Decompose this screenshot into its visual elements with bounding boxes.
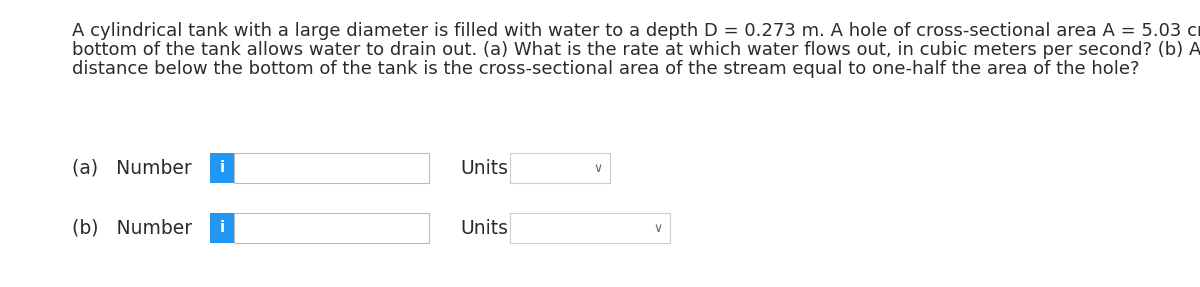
Text: i: i (220, 220, 224, 236)
Text: ∨: ∨ (594, 162, 602, 175)
Text: distance below the bottom of the tank is the cross-sectional area of the stream : distance below the bottom of the tank is… (72, 60, 1140, 78)
Bar (510, 213, 670, 243)
Text: Units: Units (460, 218, 508, 238)
Bar (210, 213, 234, 243)
Text: (b)   Number: (b) Number (72, 218, 192, 238)
Text: (a)   Number: (a) Number (72, 158, 192, 177)
Text: Units: Units (460, 158, 508, 177)
Bar (510, 153, 610, 183)
Bar (234, 153, 430, 183)
Text: ∨: ∨ (654, 222, 662, 236)
Text: i: i (220, 160, 224, 175)
Text: A cylindrical tank with a large diameter is filled with water to a depth D = 0.2: A cylindrical tank with a large diameter… (72, 22, 1200, 40)
Bar (234, 213, 430, 243)
Bar (210, 153, 234, 183)
Text: bottom of the tank allows water to drain out. (a) What is the rate at which wate: bottom of the tank allows water to drain… (72, 41, 1200, 59)
